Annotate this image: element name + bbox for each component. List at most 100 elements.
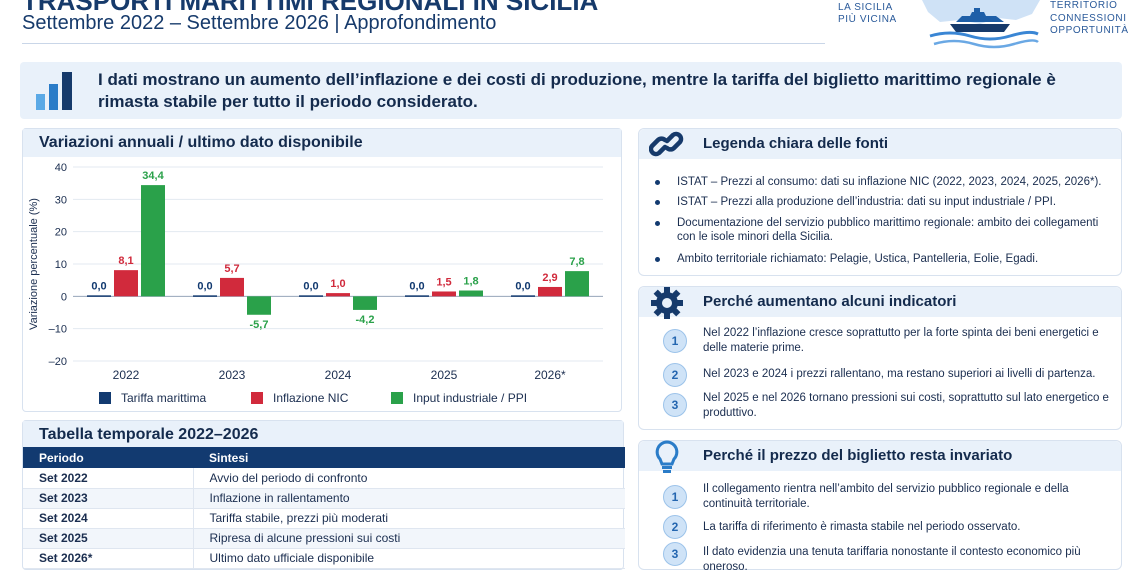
data-label: 8,1 (118, 255, 133, 267)
step-number-badge: 1 (663, 329, 687, 353)
summary-cell: Ultimo dato ufficiale disponibile (193, 548, 625, 569)
logo-right-text: TERRITORIO CONNESSIONI OPPORTUNITÀ (1050, 0, 1129, 38)
bar (565, 271, 589, 297)
bar (193, 295, 217, 297)
summary-cell: Avvio del periodo di confronto (193, 468, 625, 489)
y-axis-label: Variazione percentuale (%) (28, 198, 40, 330)
legend-label: Tariffa marittima (121, 391, 206, 405)
bullet-icon (655, 180, 660, 185)
indicators-up-header: Perché aumentano alcuni indicatori (639, 287, 1121, 319)
step-number-badge: 2 (663, 363, 687, 387)
summary-banner: I dati mostrano un aumento dell’inflazio… (20, 62, 1122, 119)
data-label: 0,0 (515, 280, 530, 292)
indicators-up-title: Perché aumentano alcuni indicatori (703, 293, 957, 310)
ticket-price-header: Perché il prezzo del biglietto resta inv… (639, 440, 1121, 473)
ticket-price-card: Perché il prezzo del biglietto resta inv… (638, 440, 1122, 570)
logo-right-line: TERRITORIO (1050, 0, 1118, 11)
step-text: Il dato evidenzia una tenuta tariffaria … (703, 546, 1081, 570)
bar (538, 286, 562, 297)
y-tick-label: 40 (55, 162, 67, 174)
table-row: Set 2025 Ripresa di alcune pressioni sui … (23, 528, 625, 549)
logo-right-line: OPPORTUNITÀ (1050, 25, 1129, 36)
y-tick-label: 20 (55, 227, 67, 239)
ticket-price-title: Perché il prezzo del biglietto resta inv… (703, 447, 1013, 464)
bar (141, 185, 165, 297)
bar-chart-icon (36, 72, 72, 110)
logo-right-line: CONNESSIONI (1050, 12, 1127, 24)
sources-title: Legenda chiara delle fonti (703, 135, 889, 152)
data-label: 5,7 (224, 263, 239, 275)
bar (405, 295, 429, 297)
step-text: La tariffa di riferimento è rimasta stab… (703, 521, 1021, 533)
list-item-text: Ambito territoriale richiamato: Pelagie,… (677, 253, 1039, 265)
bullet-icon (655, 200, 660, 205)
summary-cell: Inflazione in rallentamento (193, 488, 625, 509)
period-cell: Set 2022 (23, 468, 194, 489)
legend-swatch (391, 392, 403, 404)
step-text: Nel 2022 l’inflazione cresce soprattutto… (703, 327, 1099, 354)
summary-cell: Tariffa stabile, prezzi più moderati (193, 508, 625, 529)
y-tick-label: 30 (55, 194, 67, 206)
data-label: 34,4 (142, 170, 164, 182)
data-label: 0,0 (409, 280, 424, 292)
period-cell: Set 2023 (23, 488, 194, 509)
legend-swatch (251, 392, 263, 404)
step-text: Nel 2025 e nel 2026 tornano pressioni su… (703, 392, 1109, 419)
table-row: Set 2022 Avvio del periodo di confronto (23, 468, 625, 489)
step-number-badge: 3 (663, 393, 687, 417)
period-cell: Set 2025 (23, 528, 194, 549)
data-label: -5,7 (250, 319, 269, 331)
data-label: 7,8 (569, 256, 584, 268)
indicators-up-card: Perché aumentano alcuni indicatori 1 Nel… (638, 286, 1122, 430)
data-label: 1,0 (330, 278, 345, 290)
period-cell: Set 2024 (23, 508, 194, 529)
y-tick-label: 10 (55, 259, 67, 271)
table-row: Set 2024 Tariffa stabile, prezzi più mode… (23, 508, 625, 529)
list-item-text: Documentazione del servizio pubblico mar… (677, 217, 1099, 243)
step-text: Il collegamento rientra nell’ambito del … (703, 483, 1069, 510)
step-number-badge: 2 (663, 515, 687, 539)
bar (432, 291, 456, 297)
list-item-text: ISTAT – Prezzi alla produzione dell’indu… (677, 196, 1057, 208)
table-header-row: Periodo Sintesi (23, 447, 625, 468)
bar (114, 270, 138, 297)
bar-chart: –20 –10 0 10 20 30 40 Variazione percentuale (%… (28, 162, 603, 405)
bar (247, 296, 271, 315)
chart-panel: Variazioni annuali / ultimo dato disponi… (22, 128, 622, 412)
data-label: 0,0 (91, 280, 106, 292)
lightbulb-icon (655, 440, 679, 473)
x-tick-label: 2023 (219, 368, 246, 382)
legend-label: Inflazione NIC (273, 391, 349, 405)
summary-text: I dati mostrano un aumento dell’inflazio… (98, 70, 1056, 111)
column-header-summary: Sintesi (193, 447, 625, 468)
gear-icon (651, 287, 683, 319)
logo-tagline-line: LA SICILIA (838, 2, 893, 13)
bar (459, 290, 483, 297)
step-text: Nel 2023 e 2024 i prezzi rallentano, ma … (703, 368, 1096, 380)
data-label: 0,0 (303, 280, 318, 292)
legend-label: Input industriale / PPI (413, 391, 527, 405)
timeline-table-panel: Tabella temporale 2022–2026 Periodo Sint… (22, 420, 625, 570)
y-tick-label: 0 (61, 291, 67, 303)
table-row: Set 2026* Ultimo dato ufficiale disponibi… (23, 548, 625, 569)
chart-title: Variazioni annuali / ultimo dato disponi… (23, 129, 621, 157)
x-tick-label: 2025 (431, 368, 458, 382)
bar (353, 296, 377, 310)
timeline-table: Periodo Sintesi Set 2022 Avvio del period… (23, 447, 625, 569)
sources-card-header: Legenda chiara delle fonti (639, 129, 1121, 159)
bar (326, 293, 350, 297)
column-header-period: Periodo (23, 447, 193, 468)
y-tick-label: –10 (49, 324, 67, 336)
x-tick-label: 2026* (534, 368, 566, 382)
bullet-icon (655, 221, 660, 226)
data-label: 1,5 (436, 276, 451, 288)
x-tick-label: 2024 (325, 368, 352, 382)
link-icon (649, 131, 684, 157)
x-tick-label: 2022 (113, 368, 140, 382)
y-tick-label: –20 (49, 356, 67, 368)
summary-cell: Ripresa di alcune pressioni sui costi (193, 528, 625, 549)
bar (511, 295, 535, 297)
data-label: 0,0 (197, 280, 212, 292)
sources-card: Legenda chiara delle fonti ISTAT – Prezz… (638, 128, 1122, 276)
logo-tagline: LA SICILIA PIÙ VICINA (838, 2, 897, 26)
